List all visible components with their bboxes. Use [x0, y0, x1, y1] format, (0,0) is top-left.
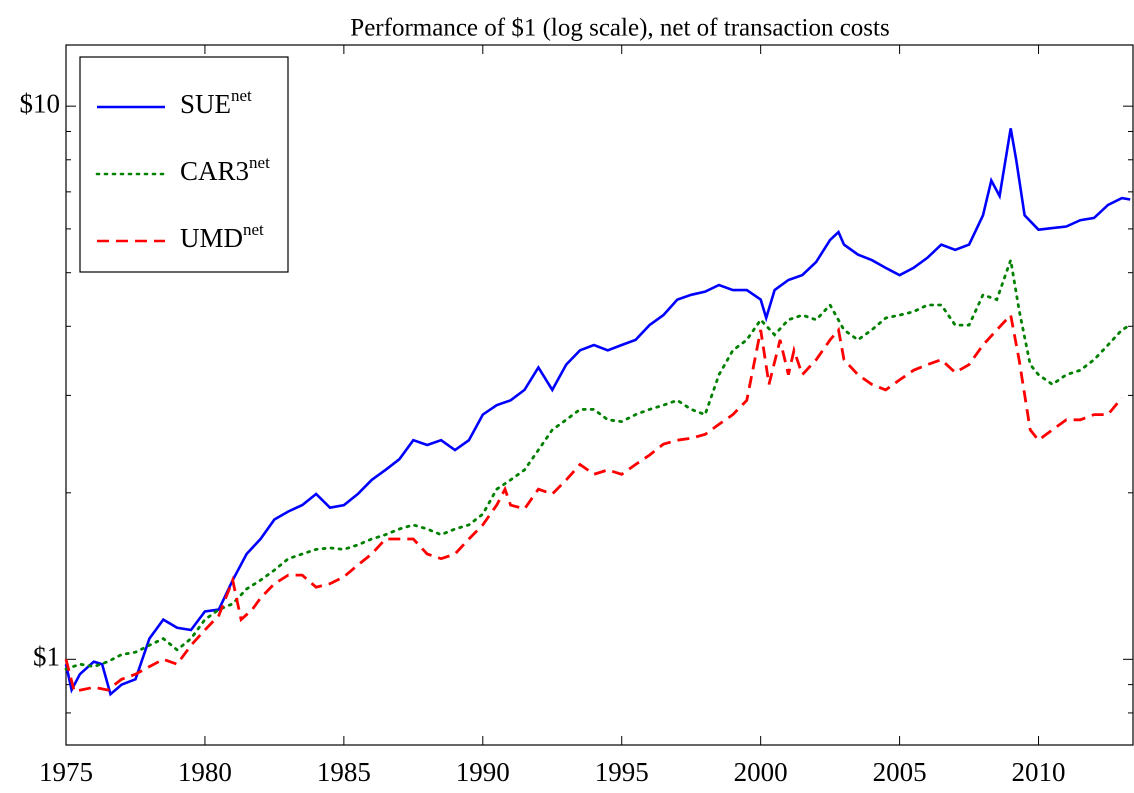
chart-title: Performance of $1 (log scale), net of tr… — [350, 15, 889, 42]
series-line — [64, 128, 1131, 697]
legend-label: CAR3net — [180, 153, 270, 186]
legend-name: CAR3 — [180, 156, 249, 186]
x-tick-label: 2000 — [734, 757, 788, 787]
x-tick-label: 2010 — [1012, 757, 1066, 787]
x-tick-label: 1990 — [456, 757, 510, 787]
legend-superscript: net — [243, 220, 264, 239]
series-line — [64, 312, 1123, 694]
y-tick-label: $1 — [33, 642, 60, 672]
y-tick-label: $10 — [20, 88, 61, 118]
legend-label: SUEnet — [180, 86, 252, 119]
legend-superscript: net — [249, 153, 270, 172]
x-tick-label: 2005 — [873, 757, 927, 787]
x-tick-label: 1975 — [39, 757, 93, 787]
legend-box — [79, 56, 289, 273]
x-tick-label: 1995 — [595, 757, 649, 787]
x-tick-label: 1980 — [178, 757, 232, 787]
x-tick-label: 1985 — [317, 757, 371, 787]
series-line — [64, 259, 1132, 671]
legend-label: UMDnet — [180, 220, 264, 253]
legend-name: UMD — [180, 223, 243, 253]
legend-superscript: net — [231, 86, 252, 105]
legend-name: SUE — [180, 89, 231, 119]
